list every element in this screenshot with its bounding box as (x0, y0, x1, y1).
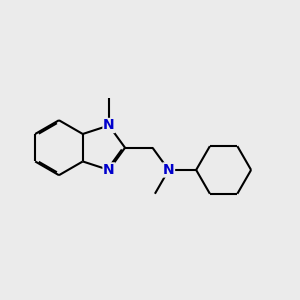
Text: N: N (163, 163, 175, 177)
Text: N: N (103, 118, 115, 133)
Text: N: N (103, 163, 115, 177)
